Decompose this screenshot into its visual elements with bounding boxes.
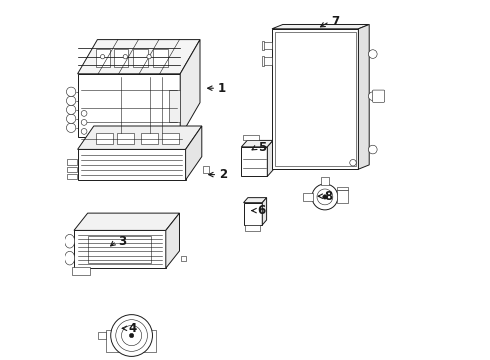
Bar (141, 133, 158, 144)
Bar (114, 49, 128, 67)
Circle shape (368, 145, 377, 154)
Polygon shape (77, 126, 202, 149)
Circle shape (147, 55, 151, 59)
Bar (153, 49, 168, 67)
Polygon shape (262, 198, 267, 225)
Circle shape (100, 55, 105, 59)
Text: 8: 8 (324, 190, 332, 203)
Polygon shape (186, 126, 202, 180)
Bar (67, 174, 77, 179)
Polygon shape (74, 230, 166, 268)
Bar (98, 332, 106, 339)
Bar (124, 137, 139, 148)
Bar (67, 159, 77, 165)
Bar (263, 42, 272, 49)
Polygon shape (358, 24, 369, 169)
Polygon shape (268, 140, 273, 176)
Bar (67, 167, 77, 172)
Circle shape (67, 87, 76, 96)
Circle shape (350, 159, 356, 166)
Circle shape (323, 195, 327, 199)
Polygon shape (77, 149, 186, 180)
Text: 4: 4 (128, 322, 136, 335)
Text: 3: 3 (118, 235, 126, 248)
Bar (320, 177, 329, 185)
Bar (180, 256, 186, 261)
Text: 6: 6 (258, 204, 266, 217)
Circle shape (312, 184, 338, 210)
Circle shape (317, 189, 333, 205)
Text: 7: 7 (331, 15, 340, 28)
Circle shape (368, 92, 377, 100)
Bar (88, 236, 151, 263)
Bar (106, 330, 156, 352)
Circle shape (67, 114, 76, 123)
Bar (85, 137, 99, 148)
Bar (243, 135, 259, 140)
Bar (96, 49, 110, 67)
Circle shape (116, 320, 147, 351)
Circle shape (122, 325, 142, 346)
Bar (262, 41, 265, 50)
Circle shape (67, 96, 76, 105)
Bar (263, 58, 272, 65)
Polygon shape (77, 40, 200, 74)
Circle shape (123, 55, 127, 59)
Bar (133, 49, 148, 67)
Polygon shape (272, 24, 369, 29)
Text: 1: 1 (218, 82, 226, 95)
Bar (245, 225, 261, 231)
Bar (202, 166, 209, 173)
Polygon shape (244, 198, 267, 203)
Polygon shape (180, 40, 200, 137)
Polygon shape (242, 140, 273, 147)
Polygon shape (77, 74, 180, 137)
Circle shape (111, 315, 152, 356)
FancyBboxPatch shape (372, 90, 385, 102)
Bar (262, 57, 265, 66)
Polygon shape (242, 147, 268, 176)
Polygon shape (74, 213, 179, 230)
Circle shape (81, 129, 87, 134)
Bar (275, 32, 356, 166)
Bar (72, 267, 90, 275)
Polygon shape (166, 213, 179, 268)
Circle shape (368, 50, 377, 58)
Circle shape (67, 105, 76, 114)
Ellipse shape (65, 251, 74, 265)
Bar (144, 137, 159, 148)
Ellipse shape (65, 234, 74, 248)
Text: 2: 2 (219, 168, 227, 181)
Bar (303, 193, 313, 201)
Bar (170, 90, 180, 122)
Bar (96, 133, 113, 144)
Polygon shape (244, 203, 262, 225)
Polygon shape (272, 29, 358, 169)
Circle shape (67, 123, 76, 132)
Circle shape (81, 111, 87, 116)
Circle shape (81, 120, 87, 125)
Text: 5: 5 (258, 141, 266, 154)
Bar (337, 187, 347, 190)
Bar (117, 133, 134, 144)
Bar (162, 133, 179, 144)
Bar (104, 137, 119, 148)
Bar (337, 190, 347, 203)
Circle shape (129, 333, 134, 338)
